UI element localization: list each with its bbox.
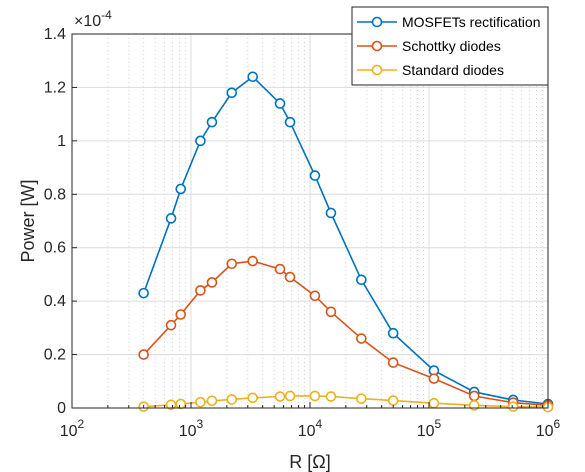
legend-marker — [371, 16, 383, 28]
data-point — [195, 285, 206, 296]
data-point — [284, 116, 296, 128]
data-point — [356, 333, 367, 344]
data-point — [325, 306, 337, 318]
data-point — [309, 170, 321, 181]
data-point — [195, 135, 206, 147]
y-tick-label: 0.6 — [44, 240, 66, 257]
data-point — [247, 255, 259, 267]
x-tick-label: 105 — [417, 417, 442, 440]
data-point — [387, 357, 399, 368]
data-point — [284, 271, 296, 283]
data-point — [387, 395, 399, 406]
legend-marker — [371, 40, 383, 52]
data-point — [175, 398, 187, 410]
x-tick-base: 10 — [417, 423, 435, 440]
data-point — [325, 391, 337, 402]
legend: MOSFETs rectification Schottky diodes Stan… — [351, 6, 549, 86]
data-point — [206, 116, 218, 128]
data-point — [247, 71, 259, 83]
data-point — [165, 213, 177, 224]
y-tick-label: 0.8 — [44, 186, 66, 203]
data-point — [175, 309, 187, 320]
x-tick-exp: 6 — [554, 417, 561, 431]
data-point — [206, 277, 218, 288]
x-tick-label: 103 — [179, 417, 204, 440]
data-point — [138, 349, 149, 360]
x-tick-exp: 3 — [197, 417, 204, 431]
y-multiplier-base: ×10 — [74, 13, 101, 30]
data-point — [356, 393, 367, 404]
y-tick-label: 1.2 — [44, 79, 66, 96]
data-point — [387, 327, 399, 339]
y-tick-label: 1.4 — [44, 26, 66, 43]
data-point — [138, 287, 149, 299]
y-multiplier-exp: -4 — [101, 8, 112, 22]
data-point — [428, 373, 440, 384]
data-point — [284, 390, 296, 402]
x-tick-exp: 2 — [78, 417, 85, 431]
data-point — [226, 394, 238, 405]
x-axis-label: R [Ω] — [289, 452, 330, 472]
y-tick-label: 1 — [57, 133, 66, 150]
data-point — [247, 392, 259, 404]
x-tick-label: 104 — [298, 417, 323, 440]
data-point — [428, 397, 440, 409]
data-point — [165, 319, 177, 331]
data-point — [274, 263, 286, 275]
y-tick-label: 0 — [57, 400, 66, 417]
data-point — [226, 258, 238, 270]
y-tick-label: 0.4 — [44, 293, 66, 310]
x-tick-label: 102 — [60, 417, 85, 440]
legend-label: MOSFETs rectification — [402, 14, 540, 30]
data-point — [468, 390, 480, 402]
legend-marker — [371, 64, 383, 76]
data-point — [507, 401, 519, 412]
x-tick-base: 10 — [536, 423, 554, 440]
y-tick-label: 0.2 — [44, 347, 66, 364]
x-tick-base: 10 — [298, 423, 316, 440]
x-tick-exp: 5 — [435, 417, 442, 431]
data-point — [356, 274, 367, 286]
y-multiplier-label: ×10-4 — [74, 8, 112, 30]
x-tick-base: 10 — [60, 423, 78, 440]
data-point — [274, 98, 286, 109]
grid — [71, 33, 549, 409]
data-point — [175, 183, 187, 195]
data-point — [325, 207, 337, 219]
x-tick-exp: 4 — [316, 417, 323, 431]
legend-label: Schottky diodes — [402, 38, 501, 54]
y-axis-label: Power [W] — [18, 179, 38, 262]
data-point — [226, 87, 238, 99]
legend-label: Standard diodes — [402, 62, 504, 78]
data-point — [195, 396, 206, 408]
data-point — [309, 390, 321, 402]
x-tick-label: 106 — [536, 417, 561, 440]
x-tick-base: 10 — [179, 423, 197, 440]
data-point — [309, 290, 321, 302]
data-point — [206, 395, 218, 407]
data-point — [274, 391, 286, 402]
series-3 — [138, 390, 554, 413]
